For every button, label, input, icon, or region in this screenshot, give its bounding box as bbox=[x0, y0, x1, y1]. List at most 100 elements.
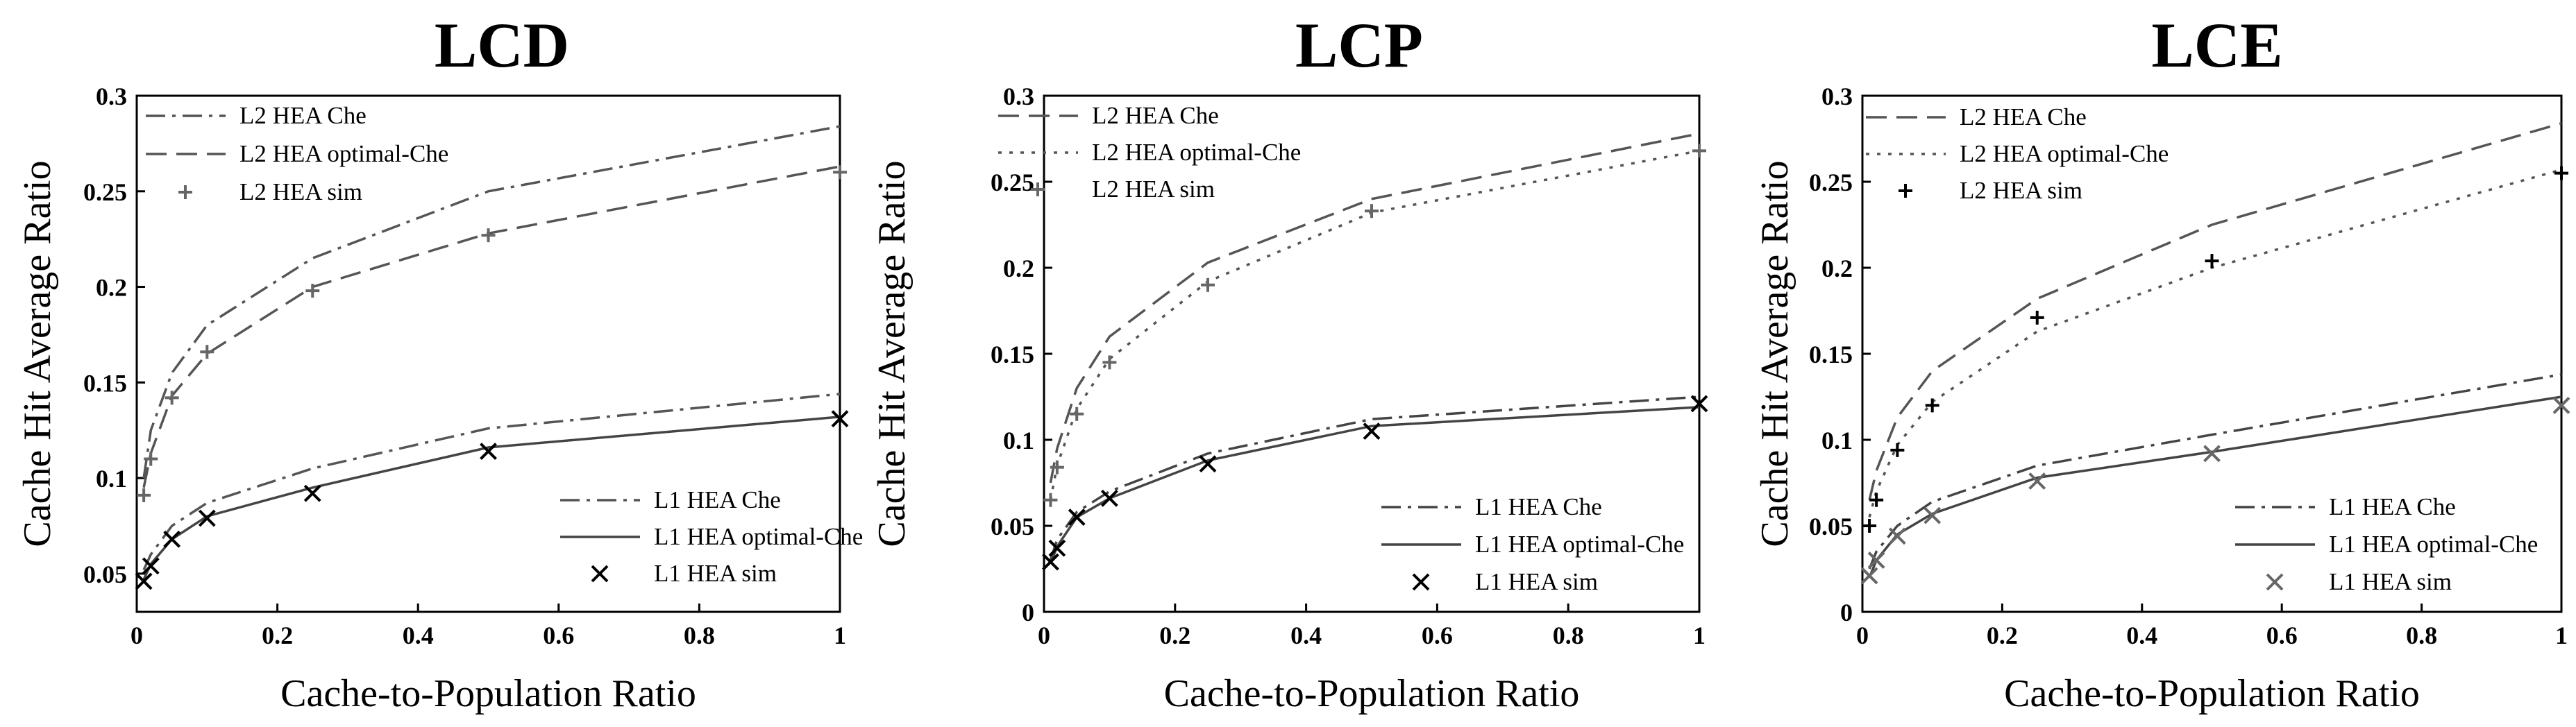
legend-swatch bbox=[2266, 573, 2284, 591]
legend-entry: L1 HEA sim bbox=[1412, 568, 1598, 595]
legend-label: L2 HEA optimal-Che bbox=[239, 140, 448, 167]
legend-entry: L2 HEA sim bbox=[178, 178, 362, 205]
chart-panel-lcd: LCD 0 0.2 0.4 0.6 0.8 1 0.05 0.1 0.15 0.2 0.25 0.3 Ca… bbox=[16, 10, 863, 715]
y-tick-label: 0.05 bbox=[1809, 513, 1853, 540]
data-point bbox=[1100, 489, 1118, 507]
legend-label: L1 HEA sim bbox=[2329, 568, 2452, 595]
legend-label: L2 HEA Che bbox=[239, 102, 367, 129]
series-l2-hea-che bbox=[1049, 132, 1700, 484]
y-tick-label: 0.3 bbox=[1003, 83, 1034, 110]
data-point bbox=[1043, 493, 1058, 507]
legend-label: L2 HEA sim bbox=[1092, 176, 1215, 203]
data-point bbox=[1050, 460, 1064, 474]
y-tick-label: 0.15 bbox=[83, 369, 127, 397]
series-line bbox=[1868, 373, 2562, 570]
legend-label: L1 HEA optimal-Che bbox=[2329, 531, 2538, 558]
data-point bbox=[1042, 553, 1059, 571]
legend-label: L2 HEA optimal-Che bbox=[1960, 140, 2169, 167]
data-point bbox=[1048, 539, 1066, 557]
legend-label: L1 HEA Che bbox=[654, 486, 781, 513]
legend-label: L2 HEA sim bbox=[1960, 177, 2082, 204]
series-l2-hea-optimal-che bbox=[1049, 149, 1700, 501]
legend-label: L2 HEA optimal-Che bbox=[1092, 139, 1301, 166]
legend-entry: L2 HEA optimal-Che bbox=[1866, 140, 2169, 167]
series-l2-hea-sim bbox=[1043, 144, 1706, 507]
x-axis-label: Cache-to-Population Ratio bbox=[1164, 672, 1580, 715]
series-line bbox=[1049, 132, 1700, 484]
x-tick-label: 0 bbox=[1038, 622, 1050, 649]
legend-entry: L1 HEA optimal-Che bbox=[560, 523, 863, 550]
data-point bbox=[1869, 493, 1884, 507]
legend-label: L1 HEA sim bbox=[1475, 568, 1598, 595]
y-tick-label: 0.25 bbox=[991, 169, 1034, 196]
legend-entry: L1 HEA sim bbox=[591, 560, 777, 587]
legend-entry: L1 HEA sim bbox=[2266, 568, 2452, 595]
y-tick-label: 0.2 bbox=[1821, 255, 1853, 282]
series-l2-hea-optimal-che bbox=[142, 165, 841, 488]
x-tick-label: 0.8 bbox=[2406, 622, 2437, 649]
data-point bbox=[1862, 519, 1877, 533]
legend-entry: L2 HEA optimal-Che bbox=[146, 140, 448, 167]
legend-label: L2 HEA Che bbox=[1092, 102, 1219, 129]
series-l2-hea-che bbox=[1868, 122, 2562, 501]
y-tick-label: 0.1 bbox=[96, 465, 127, 493]
data-point bbox=[200, 345, 214, 359]
y-tick-label: 0 bbox=[1840, 599, 1853, 626]
legend-label: L1 HEA optimal-Che bbox=[1475, 531, 1684, 558]
data-point bbox=[1890, 443, 1905, 457]
x-axis-label: Cache-to-Population Ratio bbox=[2004, 672, 2420, 715]
x-tick-label: 0.6 bbox=[1422, 622, 1453, 649]
data-point bbox=[1690, 395, 1708, 413]
series-l1-hea-sim bbox=[135, 410, 849, 590]
y-tick-label: 0.2 bbox=[96, 274, 127, 302]
data-point bbox=[1860, 567, 1878, 585]
series-l2-hea-che bbox=[142, 125, 841, 479]
data-point bbox=[142, 557, 160, 575]
series-line bbox=[1049, 149, 1700, 501]
x-tick-label: 0.2 bbox=[1159, 622, 1190, 649]
data-point bbox=[2205, 254, 2219, 268]
legend-swatch bbox=[1031, 182, 1045, 196]
chart-panel-lcp: LCP 0 0.2 0.4 0.6 0.8 1 0 0.05 0.1 0.15 0.2 0.25 0.3 C… bbox=[870, 10, 1708, 715]
legend-entry: L2 HEA optimal-Che bbox=[998, 139, 1301, 166]
x-tick-label: 1 bbox=[834, 622, 846, 649]
legend-entry: L1 HEA Che bbox=[1381, 493, 1602, 520]
legend-swatch bbox=[1412, 573, 1430, 591]
x-tick-label: 1 bbox=[2555, 622, 2568, 649]
legend-label: L2 HEA sim bbox=[239, 178, 362, 205]
y-axis-label: Cache Hit Average Ratio bbox=[16, 160, 59, 547]
data-point bbox=[303, 484, 321, 502]
x-tick-label: 0.4 bbox=[1290, 622, 1322, 649]
series-line bbox=[142, 393, 841, 571]
data-point bbox=[1199, 455, 1217, 473]
legend-entry: L2 HEA Che bbox=[998, 102, 1219, 129]
series-l2-hea-sim bbox=[137, 165, 847, 502]
data-point bbox=[2030, 310, 2044, 325]
data-point bbox=[1363, 422, 1381, 441]
x-tick-label: 0.8 bbox=[684, 622, 715, 649]
y-tick-label: 0.15 bbox=[1809, 341, 1853, 368]
legend-entry: L2 HEA sim bbox=[1899, 177, 2082, 204]
data-point bbox=[198, 509, 216, 527]
x-tick-label: 0.4 bbox=[2126, 622, 2157, 649]
data-point bbox=[1365, 204, 1379, 219]
data-point bbox=[2552, 396, 2570, 414]
y-tick-label: 0.15 bbox=[991, 341, 1034, 368]
x-tick-label: 0.4 bbox=[403, 622, 434, 649]
data-point bbox=[305, 284, 320, 298]
y-tick-label: 0.05 bbox=[991, 513, 1034, 540]
y-axis-label: Cache Hit Average Ratio bbox=[1753, 160, 1796, 547]
data-point bbox=[1692, 144, 1706, 158]
data-point bbox=[1923, 506, 1942, 524]
legend-entry: L1 HEA Che bbox=[2235, 493, 2456, 520]
chart-title: LCP bbox=[1295, 10, 1423, 80]
data-point bbox=[135, 572, 153, 590]
x-tick-label: 0.6 bbox=[543, 622, 574, 649]
data-point bbox=[1888, 527, 1906, 545]
series-l2-hea-sim bbox=[1862, 166, 2568, 533]
y-tick-label: 0.2 bbox=[1003, 255, 1034, 282]
x-tick-label: 0.2 bbox=[262, 622, 293, 649]
legend-entry: L1 HEA optimal-Che bbox=[1381, 531, 1684, 558]
data-point bbox=[163, 530, 181, 548]
